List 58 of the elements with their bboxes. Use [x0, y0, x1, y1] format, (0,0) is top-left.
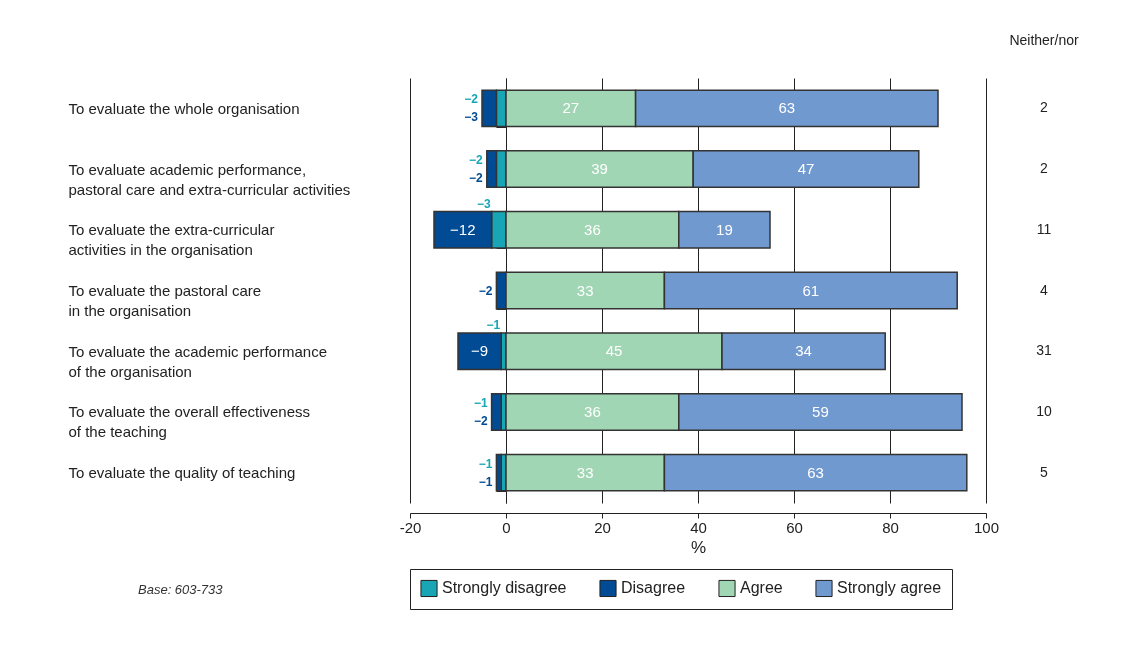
data-label: 63 [778, 99, 796, 117]
data-label: −3 [476, 196, 491, 211]
bar [490, 392, 502, 431]
x-tick-label: -20 [399, 518, 422, 536]
data-label: −2 [469, 153, 484, 168]
y-tick-label: To evaluate the extra-curricular activities in the organisation [68, 221, 275, 259]
data-label: −1 [486, 318, 501, 333]
data-label: 61 [802, 281, 820, 299]
data-label: −2 [473, 413, 488, 428]
data-label: −12 [450, 220, 476, 238]
data-label: −3 [464, 110, 479, 125]
text: 10 [1036, 402, 1052, 419]
data-label: 33 [576, 463, 594, 481]
y-tick-label: To evaluate the whole organisation [68, 99, 300, 117]
text: 11 [1036, 220, 1052, 237]
data-label: 27 [562, 99, 580, 117]
y-tick-label: To evaluate the academic performance of the organisation [68, 342, 327, 380]
text: 31 [1036, 342, 1052, 359]
data-label: −1 [478, 474, 493, 489]
data-label: −2 [469, 171, 484, 186]
y-tick-label: To evaluate academic performance, pastoral care and extra-curricular activities [68, 160, 351, 198]
data-label: 47 [797, 160, 815, 178]
x-tick-label: 20 [594, 518, 611, 536]
x-tick-label: 100 [973, 518, 1000, 536]
legend-label: Strongly disagree [442, 579, 567, 597]
x-tick-label: 80 [882, 518, 899, 536]
y-tick-label: To evaluate the pastoral care in the organisation [68, 282, 262, 319]
data-label: 63 [807, 463, 824, 481]
text: Base: 603-733 [138, 582, 223, 597]
data-label: 36 [584, 220, 601, 238]
bar [457, 332, 502, 371]
y-tick-label: To evaluate the overall effectiveness of the teaching [68, 403, 311, 441]
data-label: −2 [464, 92, 479, 107]
data-label: −1 [473, 395, 488, 410]
data-label: −2 [478, 283, 493, 298]
x-axis-title: % [690, 537, 707, 557]
bar [495, 453, 502, 492]
data-label: 36 [584, 402, 601, 420]
y-tick-label: To evaluate the quality of teaching [68, 464, 296, 482]
text: 2 [1040, 99, 1049, 116]
x-tick-label: 60 [786, 518, 803, 536]
data-label: −1 [478, 456, 493, 471]
data-label: 45 [605, 342, 623, 360]
text: Neither/nor [1009, 32, 1079, 48]
data-label: 19 [716, 220, 733, 238]
legend-label: Disagree [621, 579, 686, 597]
data-label: 34 [795, 342, 812, 360]
text: 4 [1040, 281, 1049, 298]
data-label: 59 [812, 402, 829, 420]
data-label: 33 [576, 281, 594, 299]
text: 5 [1040, 463, 1049, 480]
x-tick-label: 0 [502, 518, 511, 536]
x-tick-label: 40 [690, 518, 707, 536]
legend-label: Strongly agree [837, 579, 942, 597]
data-label: −9 [471, 342, 489, 360]
text: 2 [1040, 160, 1049, 177]
legend-label: Agree [740, 579, 783, 597]
data-label: 39 [591, 160, 608, 178]
